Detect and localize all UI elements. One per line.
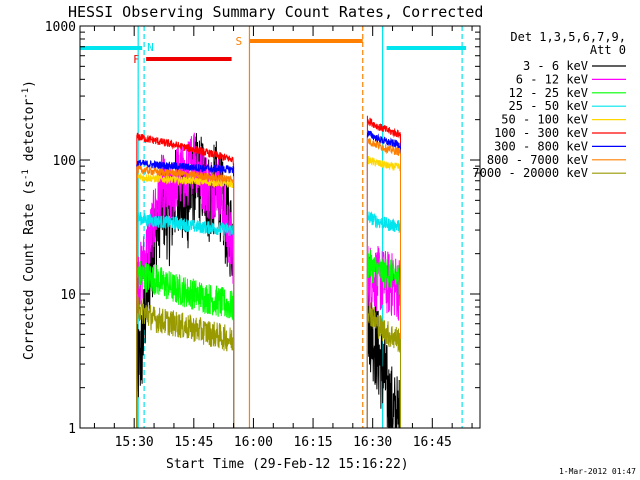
footer-date: 1-Mar-2012 01:47 bbox=[559, 467, 636, 476]
x-tick-label: 16:30 bbox=[353, 435, 392, 450]
legend-label-7: 300 - 800 keV bbox=[494, 139, 588, 153]
flag-bars: NF S bbox=[80, 35, 467, 66]
y-tick-label: 1 bbox=[68, 422, 76, 437]
y-axis-label: Corrected Count Rate (s-1 detector-1) bbox=[21, 80, 37, 360]
y-tick-label: 1000 bbox=[45, 20, 76, 35]
series-4-segment-2 bbox=[366, 211, 401, 428]
series-8-segment-1 bbox=[136, 164, 235, 428]
legend-label-8: 800 - 7000 keV bbox=[487, 153, 588, 167]
x-tick-label: 15:30 bbox=[115, 435, 154, 450]
series-5-segment-1 bbox=[136, 172, 235, 428]
chart-title: HESSI Observing Summary Count Rates, Cor… bbox=[68, 3, 483, 21]
legend-header-line2: Att 0 bbox=[590, 43, 626, 57]
series-group bbox=[136, 115, 401, 429]
series-4-segment-1 bbox=[136, 212, 235, 428]
x-tick-label: 15:45 bbox=[174, 435, 213, 450]
legend-label-4: 25 - 50 keV bbox=[509, 99, 588, 113]
series-1-segment-2 bbox=[366, 282, 401, 429]
series-6-segment-2 bbox=[366, 115, 401, 428]
legend-label-5: 50 - 100 keV bbox=[501, 113, 588, 127]
legend-label-1: 3 - 6 keV bbox=[523, 59, 588, 73]
flag-label-n: N bbox=[147, 41, 154, 54]
y-tick-label: 10 bbox=[60, 288, 76, 303]
x-axis-label: Start Time (29-Feb-12 15:16:22) bbox=[166, 457, 409, 472]
series-8-segment-2 bbox=[366, 137, 401, 428]
x-tick-label: 16:15 bbox=[293, 435, 332, 450]
series-7-segment-1 bbox=[136, 159, 235, 428]
y-tick-label: 100 bbox=[53, 154, 76, 169]
x-tick-label: 16:00 bbox=[234, 435, 273, 450]
series-9-segment-1 bbox=[136, 294, 235, 428]
series-3-segment-1 bbox=[136, 260, 235, 428]
x-tick-label: 16:45 bbox=[413, 435, 452, 450]
legend-label-3: 12 - 25 keV bbox=[509, 86, 588, 100]
flag-label-s: S bbox=[235, 35, 242, 48]
series-5-segment-2 bbox=[366, 155, 401, 428]
series-9-segment-2 bbox=[366, 301, 401, 428]
flag-label-f: F bbox=[133, 53, 140, 66]
legend-label-2: 6 - 12 keV bbox=[516, 72, 588, 86]
series-7-segment-2 bbox=[366, 130, 401, 428]
legend-label-6: 100 - 300 keV bbox=[494, 126, 588, 140]
legend-header-line1: Det 1,3,5,6,7,9, bbox=[510, 30, 626, 44]
legend-label-9: 7000 - 20000 keV bbox=[472, 166, 588, 180]
series-6-segment-1 bbox=[136, 132, 235, 428]
plot-frame bbox=[79, 25, 481, 429]
axes: 1 10 100 1000 15:30 15:45 16:00 16:15 16:30 16:45 bbox=[45, 20, 481, 450]
series-3-segment-2 bbox=[366, 249, 401, 428]
